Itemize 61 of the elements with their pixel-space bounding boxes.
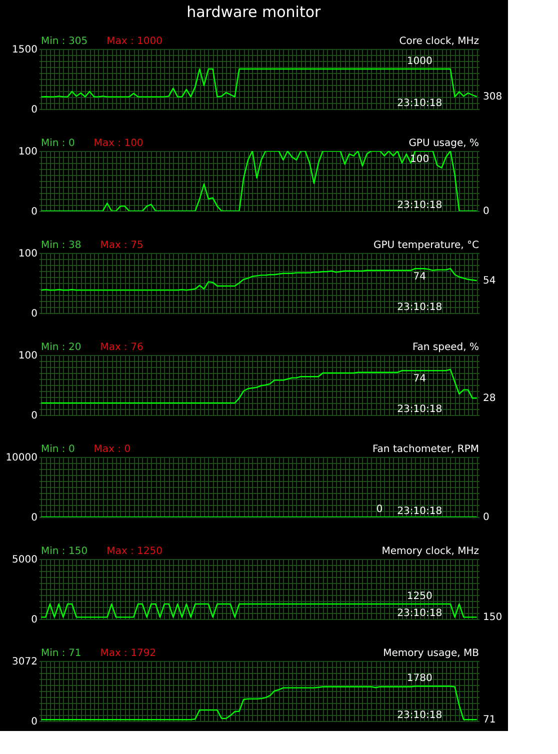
y-tick-label: 10000: [6, 452, 38, 464]
text: Max : 0: [94, 444, 131, 455]
text: 0: [483, 206, 490, 217]
annotation: 23:10:18: [397, 710, 442, 721]
y-tick-label: 0: [31, 716, 38, 728]
text: Max : 76: [100, 342, 144, 353]
y-tick-label: 5000: [12, 554, 38, 566]
text: Min : 305: [41, 36, 88, 47]
chart-title: Memory clock, MHz: [382, 546, 479, 557]
annotation: 23:10:18: [397, 200, 442, 211]
text: Min : 20: [41, 342, 82, 353]
line-series: [40, 368, 478, 404]
y-tick-label: 0: [31, 614, 38, 626]
annotation: 0: [376, 504, 383, 515]
y-tick-label: 0: [31, 308, 38, 320]
chart-title: Memory usage, MB: [383, 648, 480, 659]
y-tick-label: 0: [31, 410, 38, 422]
annotation: 23:10:18: [397, 404, 442, 415]
annotation: 74: [413, 374, 426, 385]
annotation: 74: [413, 272, 426, 283]
annotation: 1250: [406, 591, 432, 602]
text: 308: [483, 92, 502, 103]
chart-title: GPU usage, %: [408, 138, 479, 149]
line-series: [40, 151, 478, 211]
line-series: [40, 68, 478, 98]
y-tick-label: 100: [18, 248, 38, 260]
y-tick-label: 100: [18, 146, 38, 158]
text: Max : 1000: [106, 36, 162, 47]
annotation: 23:10:18: [397, 98, 442, 109]
chart-title: Core clock, MHz: [399, 36, 479, 47]
text: Min : 71: [41, 648, 82, 659]
chart-title: GPU temperature, °C: [374, 240, 480, 251]
annotation: 23:10:18: [397, 506, 442, 517]
line-series: [40, 268, 478, 291]
text: Min : 38: [41, 240, 82, 251]
text: Min : 0: [41, 444, 75, 455]
annotation: 23:10:18: [397, 608, 442, 619]
text: Max : 75: [100, 240, 144, 251]
y-tick-label: 100: [18, 350, 38, 362]
text: 54: [483, 276, 496, 287]
text: Min : 150: [41, 546, 88, 557]
text: Max : 100: [94, 138, 144, 149]
annotation: 1780: [406, 673, 432, 684]
text: hardware monitor: [186, 3, 322, 21]
y-tick-label: 0: [31, 206, 38, 218]
y-tick-label: 0: [31, 104, 38, 116]
annotation: 1000: [406, 56, 432, 67]
y-tick-label: 0: [31, 512, 38, 524]
chart-title: Fan tachometer, RPM: [372, 444, 479, 455]
chart-title: Fan speed, %: [412, 342, 479, 353]
annotation: 23:10:18: [397, 302, 442, 313]
text: Max : 1250: [106, 546, 162, 557]
y-tick-label: 1500: [12, 44, 38, 56]
text: 28: [483, 393, 496, 404]
text: 71: [483, 714, 496, 726]
text: Min : 0: [41, 138, 75, 149]
y-tick-label: 3072: [12, 656, 38, 668]
text: Max : 1792: [100, 648, 156, 659]
text: 150: [483, 612, 502, 624]
line-series: [40, 686, 478, 720]
text: 0: [483, 512, 490, 523]
